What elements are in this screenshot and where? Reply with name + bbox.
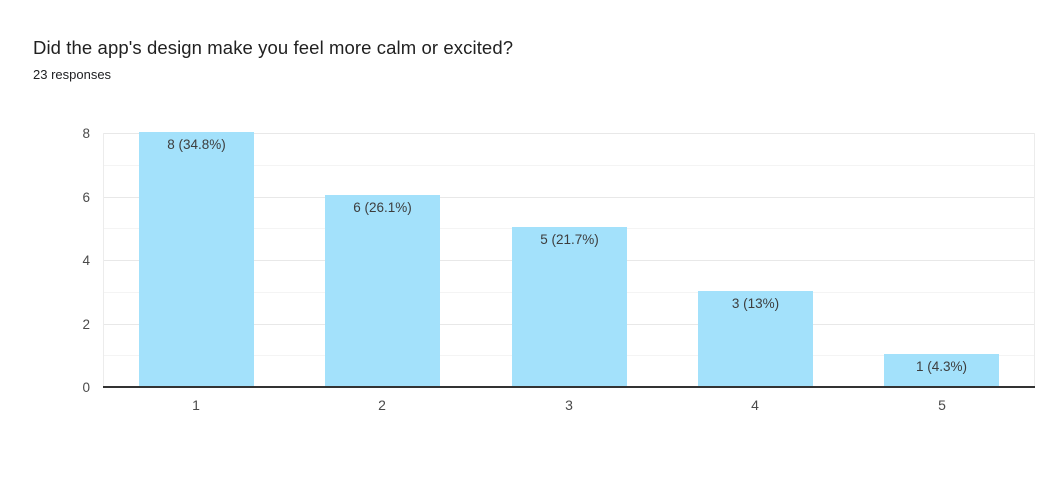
x-tick-label-3: 3	[565, 397, 573, 413]
plot-area: 8 (34.8%) 6 (26.1%) 5 (21.7%) 3 (13%) 1 (4.3…	[103, 132, 1035, 388]
y-tick-label-2: 2	[82, 317, 90, 332]
bar-value-label: 1 (4.3%)	[915, 359, 968, 374]
bar-category-5: 1 (4.3%)	[884, 354, 999, 386]
bar-category-1: 8 (34.8%)	[139, 132, 254, 386]
gridline-y6	[103, 197, 1035, 198]
x-axis-baseline	[103, 386, 1035, 388]
y-tick-label-4: 4	[82, 253, 90, 268]
x-tick-label-4: 4	[751, 397, 759, 413]
plot-left-edge	[103, 133, 104, 387]
x-tick-label-5: 5	[938, 397, 946, 413]
bar-value-label: 6 (26.1%)	[353, 200, 412, 215]
bar-category-2: 6 (26.1%)	[325, 195, 440, 386]
gridline-y7	[103, 165, 1035, 166]
x-tick-label-2: 2	[378, 397, 386, 413]
question-title: Did the app's design make you feel more …	[33, 37, 514, 58]
bar-value-label: 8 (34.8%)	[167, 137, 226, 152]
bar-category-3: 5 (21.7%)	[512, 227, 627, 386]
y-tick-label-8: 8	[82, 126, 90, 141]
x-tick-label-1: 1	[192, 397, 200, 413]
responses-count: 23 responses	[33, 67, 112, 82]
y-tick-label-6: 6	[82, 190, 90, 205]
y-tick-label-0: 0	[82, 380, 90, 395]
bar-value-label: 5 (21.7%)	[540, 232, 599, 247]
gridline-y8	[103, 133, 1035, 134]
bar-value-label: 3 (13%)	[731, 296, 780, 311]
plot-right-edge	[1034, 133, 1035, 387]
bar-category-4: 3 (13%)	[698, 291, 813, 386]
